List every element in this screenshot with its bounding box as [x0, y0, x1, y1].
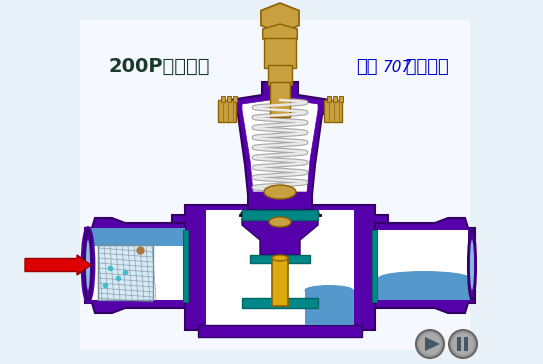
Ellipse shape	[470, 240, 474, 290]
Polygon shape	[261, 3, 299, 33]
Text: 200P型减压阀: 200P型减压阀	[108, 57, 210, 76]
Polygon shape	[242, 218, 318, 255]
Polygon shape	[425, 337, 440, 351]
Ellipse shape	[82, 228, 94, 302]
Ellipse shape	[305, 285, 353, 295]
Bar	[324, 100, 342, 122]
Bar	[198, 210, 206, 325]
Ellipse shape	[264, 185, 296, 199]
Polygon shape	[375, 218, 475, 313]
Bar	[354, 210, 362, 325]
Ellipse shape	[272, 255, 288, 261]
Bar	[339, 96, 343, 102]
Bar	[372, 230, 377, 302]
Bar	[464, 337, 468, 351]
Bar	[264, 38, 296, 68]
Circle shape	[419, 333, 441, 355]
Bar	[272, 258, 288, 306]
Circle shape	[452, 333, 474, 355]
Ellipse shape	[86, 240, 90, 290]
Bar	[227, 96, 231, 102]
Polygon shape	[305, 290, 354, 325]
Bar	[198, 325, 362, 337]
Bar	[242, 298, 318, 308]
Circle shape	[416, 330, 444, 358]
Bar	[198, 210, 362, 325]
Bar	[250, 255, 310, 263]
Bar	[233, 96, 237, 102]
Bar	[218, 100, 236, 122]
Bar	[90, 230, 185, 300]
Ellipse shape	[269, 217, 291, 227]
Bar	[183, 230, 188, 302]
Bar	[98, 245, 153, 300]
Ellipse shape	[468, 230, 476, 300]
Bar	[378, 230, 468, 300]
Bar	[327, 96, 331, 102]
Bar	[270, 82, 290, 117]
Bar	[457, 337, 461, 351]
Polygon shape	[242, 95, 318, 192]
Bar	[333, 96, 337, 102]
Ellipse shape	[84, 230, 92, 300]
Circle shape	[449, 330, 477, 358]
Polygon shape	[85, 218, 185, 313]
Text: 剪辑制作: 剪辑制作	[400, 58, 449, 76]
Bar	[378, 278, 470, 300]
Bar	[242, 210, 318, 220]
Bar	[80, 20, 470, 350]
Polygon shape	[230, 82, 330, 210]
Bar	[221, 96, 225, 102]
Text: 化工: 化工	[356, 58, 377, 76]
Bar	[268, 65, 292, 85]
Polygon shape	[263, 24, 298, 44]
Ellipse shape	[378, 271, 470, 285]
Polygon shape	[172, 205, 388, 330]
FancyArrow shape	[25, 255, 91, 275]
Text: 707: 707	[383, 60, 412, 75]
Bar	[88, 228, 185, 246]
